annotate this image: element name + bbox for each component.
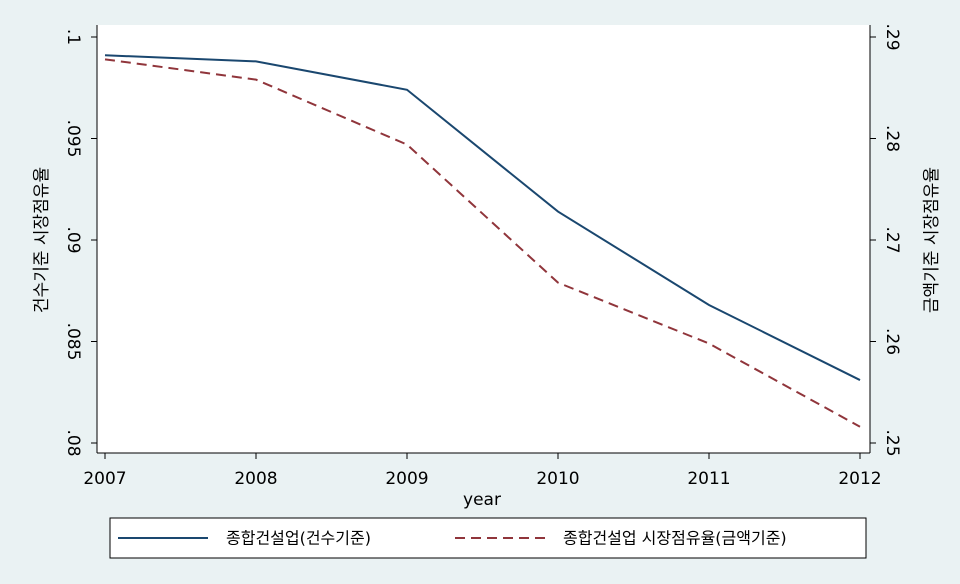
plot-area bbox=[97, 25, 870, 453]
y-tick-label: .085 bbox=[63, 323, 83, 361]
legend bbox=[109, 517, 867, 559]
y2-tick-label: .29 bbox=[882, 23, 902, 50]
series-line bbox=[104, 54, 861, 381]
y2-tick-label: .28 bbox=[882, 125, 902, 152]
y2-tick-label: .25 bbox=[882, 429, 902, 456]
y-tick-label: .095 bbox=[63, 120, 83, 158]
y2-tick-label: .26 bbox=[882, 328, 902, 355]
y-tick-label: .09 bbox=[63, 226, 83, 253]
y-tick-label: .1 bbox=[63, 29, 83, 45]
x-tick-label: 2007 bbox=[83, 469, 126, 489]
x-tick-label: 2008 bbox=[234, 469, 277, 489]
y2-tick-label: .27 bbox=[882, 226, 902, 253]
y-axis-title: 건수기준 시장점유율 bbox=[32, 167, 52, 313]
x-tick-label: 2012 bbox=[838, 469, 881, 489]
y-tick-label: .08 bbox=[63, 429, 83, 456]
series-line bbox=[104, 58, 861, 428]
x-tick-label: 2009 bbox=[385, 469, 428, 489]
x-tick-label: 2011 bbox=[687, 469, 730, 489]
x-tick-label: 2010 bbox=[536, 469, 579, 489]
y2-axis-title: 금액기준 시장점유율 bbox=[922, 167, 942, 313]
legend-label: 종합건설업 시장점유율(금액기준) bbox=[563, 529, 787, 548]
legend-label: 종합건설업(건수기준) bbox=[226, 529, 371, 548]
x-axis-title: year bbox=[463, 490, 501, 510]
